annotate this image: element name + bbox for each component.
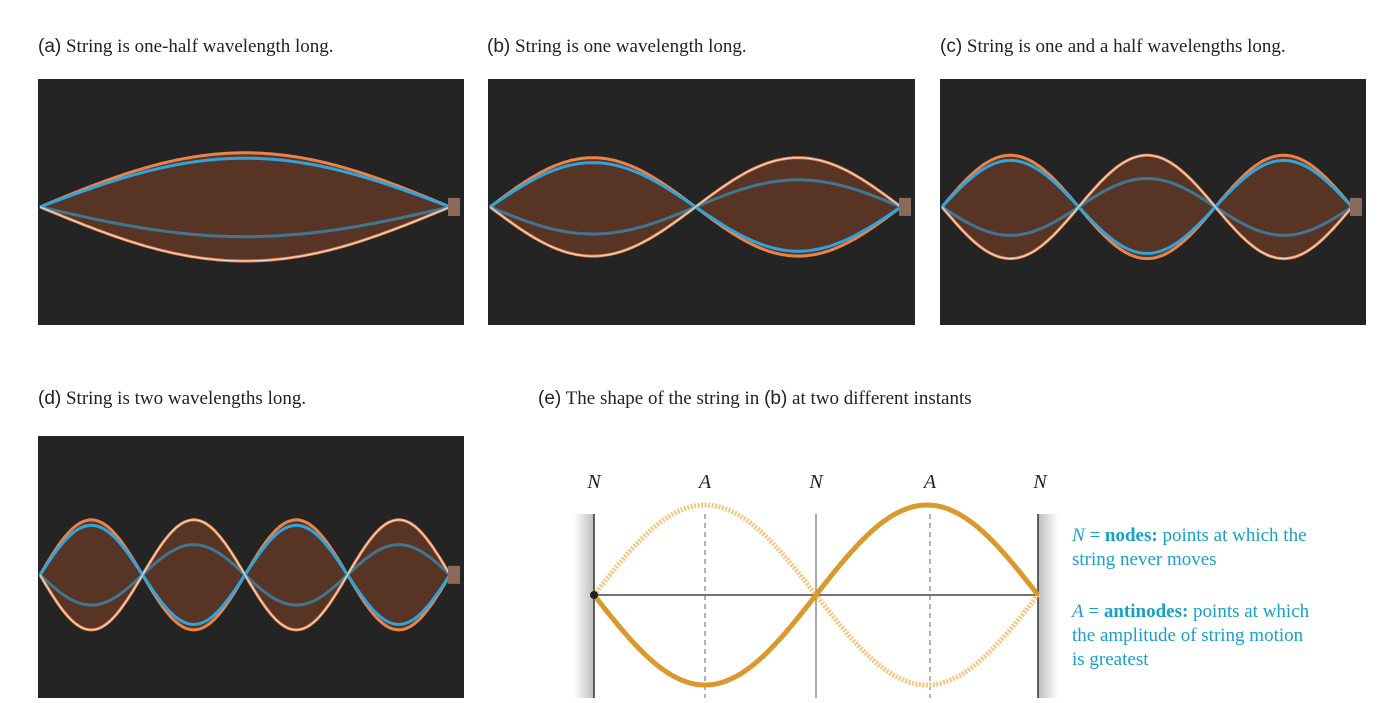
- wave-envelope: [40, 519, 450, 630]
- photo-panel-c: [940, 79, 1366, 325]
- left-anchor-dot: [590, 591, 598, 599]
- right-wall: [1038, 514, 1058, 698]
- wave-envelope: [40, 152, 450, 261]
- legend-anti-term: antinodes:: [1103, 601, 1189, 622]
- legend-nodes-symbol: N: [1072, 525, 1085, 546]
- standing-wave-diagram: N A N A N: [570, 470, 1370, 698]
- caption-c: (c) String is one and a half wavelengths…: [940, 36, 1286, 58]
- caption-text-e2: at two different instants: [792, 388, 972, 409]
- string-clamp: [448, 197, 460, 216]
- legend-antinodes: A = antinodes: points at which the ampli…: [1072, 600, 1309, 672]
- legend-anti-text1: points at which: [1193, 601, 1310, 622]
- diagram-svg: N A N A N: [574, 471, 1058, 698]
- panel-tag-c: (c): [940, 36, 963, 57]
- string-clamp: [1350, 197, 1362, 216]
- legend-nodes-text2: string never moves: [1072, 549, 1217, 570]
- label-node-2: N: [808, 471, 824, 493]
- wave-svg: [38, 518, 460, 632]
- legend-nodes: N = nodes: points at which the string ne…: [1072, 524, 1307, 572]
- legend-anti-text2: the amplitude of string motion: [1072, 625, 1304, 646]
- wave-highlight: [39, 206, 451, 262]
- caption-ref-b: (b): [764, 388, 788, 409]
- caption-text-c: String is one and a half wavelengths lon…: [966, 36, 1286, 57]
- label-node-3: N: [1032, 471, 1048, 493]
- wave-highlight: [941, 154, 1353, 260]
- wave-edge-orange: [39, 151, 451, 209]
- caption-text-e1: The shape of the string in: [565, 388, 760, 409]
- wave-highlight: [489, 157, 902, 257]
- string-clamp: [448, 565, 460, 584]
- caption-d: (d) String is two wavelengths long.: [38, 388, 306, 410]
- label-node-1: N: [586, 471, 602, 493]
- left-wall: [574, 514, 594, 698]
- wave-highlight: [39, 519, 451, 631]
- panel-tag-d: (d): [38, 388, 62, 409]
- legend-anti-eq: =: [1088, 601, 1100, 622]
- wave-string-blue: [940, 158, 1354, 255]
- caption-text-d: String is two wavelengths long.: [65, 388, 307, 409]
- caption-e: (e) The shape of the string in (b) at tw…: [538, 388, 972, 410]
- wave-svg: [940, 153, 1362, 261]
- photo-panel-d: [38, 436, 464, 698]
- caption-a: (a) String is one-half wavelength long.: [38, 36, 334, 58]
- legend-nodes-line1: N = nodes: points at which the: [1072, 524, 1307, 548]
- legend-anti-line1: A = antinodes: points at which: [1072, 600, 1309, 624]
- wave-string-blue: [941, 176, 1353, 237]
- panel-tag-e: (e): [538, 388, 562, 409]
- wave-svg: [489, 156, 911, 258]
- legend-anti-text3: is greatest: [1072, 649, 1149, 670]
- photo-panel-a: [38, 79, 464, 325]
- legend-nodes-eq: =: [1089, 525, 1101, 546]
- wave-svg: [39, 151, 460, 263]
- wave-envelope: [942, 155, 1352, 259]
- panel-tag-b: (b): [487, 36, 511, 57]
- panel-tag-a: (a): [38, 36, 62, 57]
- legend-nodes-term: nodes:: [1104, 525, 1158, 546]
- photo-panel-b: [488, 79, 915, 325]
- caption-text-b: String is one wavelength long.: [514, 36, 747, 57]
- caption-text-a: String is one-half wavelength long.: [65, 36, 334, 57]
- string-clamp: [899, 197, 911, 216]
- wave-string-blue: [39, 156, 451, 209]
- label-antinode-1: A: [697, 471, 712, 493]
- label-antinode-2: A: [922, 471, 937, 493]
- caption-b: (b) String is one wavelength long.: [487, 36, 747, 58]
- string-instant-1: [592, 502, 1040, 688]
- legend-nodes-text1: points at which the: [1162, 525, 1307, 546]
- legend-anti-symbol: A: [1072, 601, 1084, 622]
- wave-string-blue: [39, 205, 451, 239]
